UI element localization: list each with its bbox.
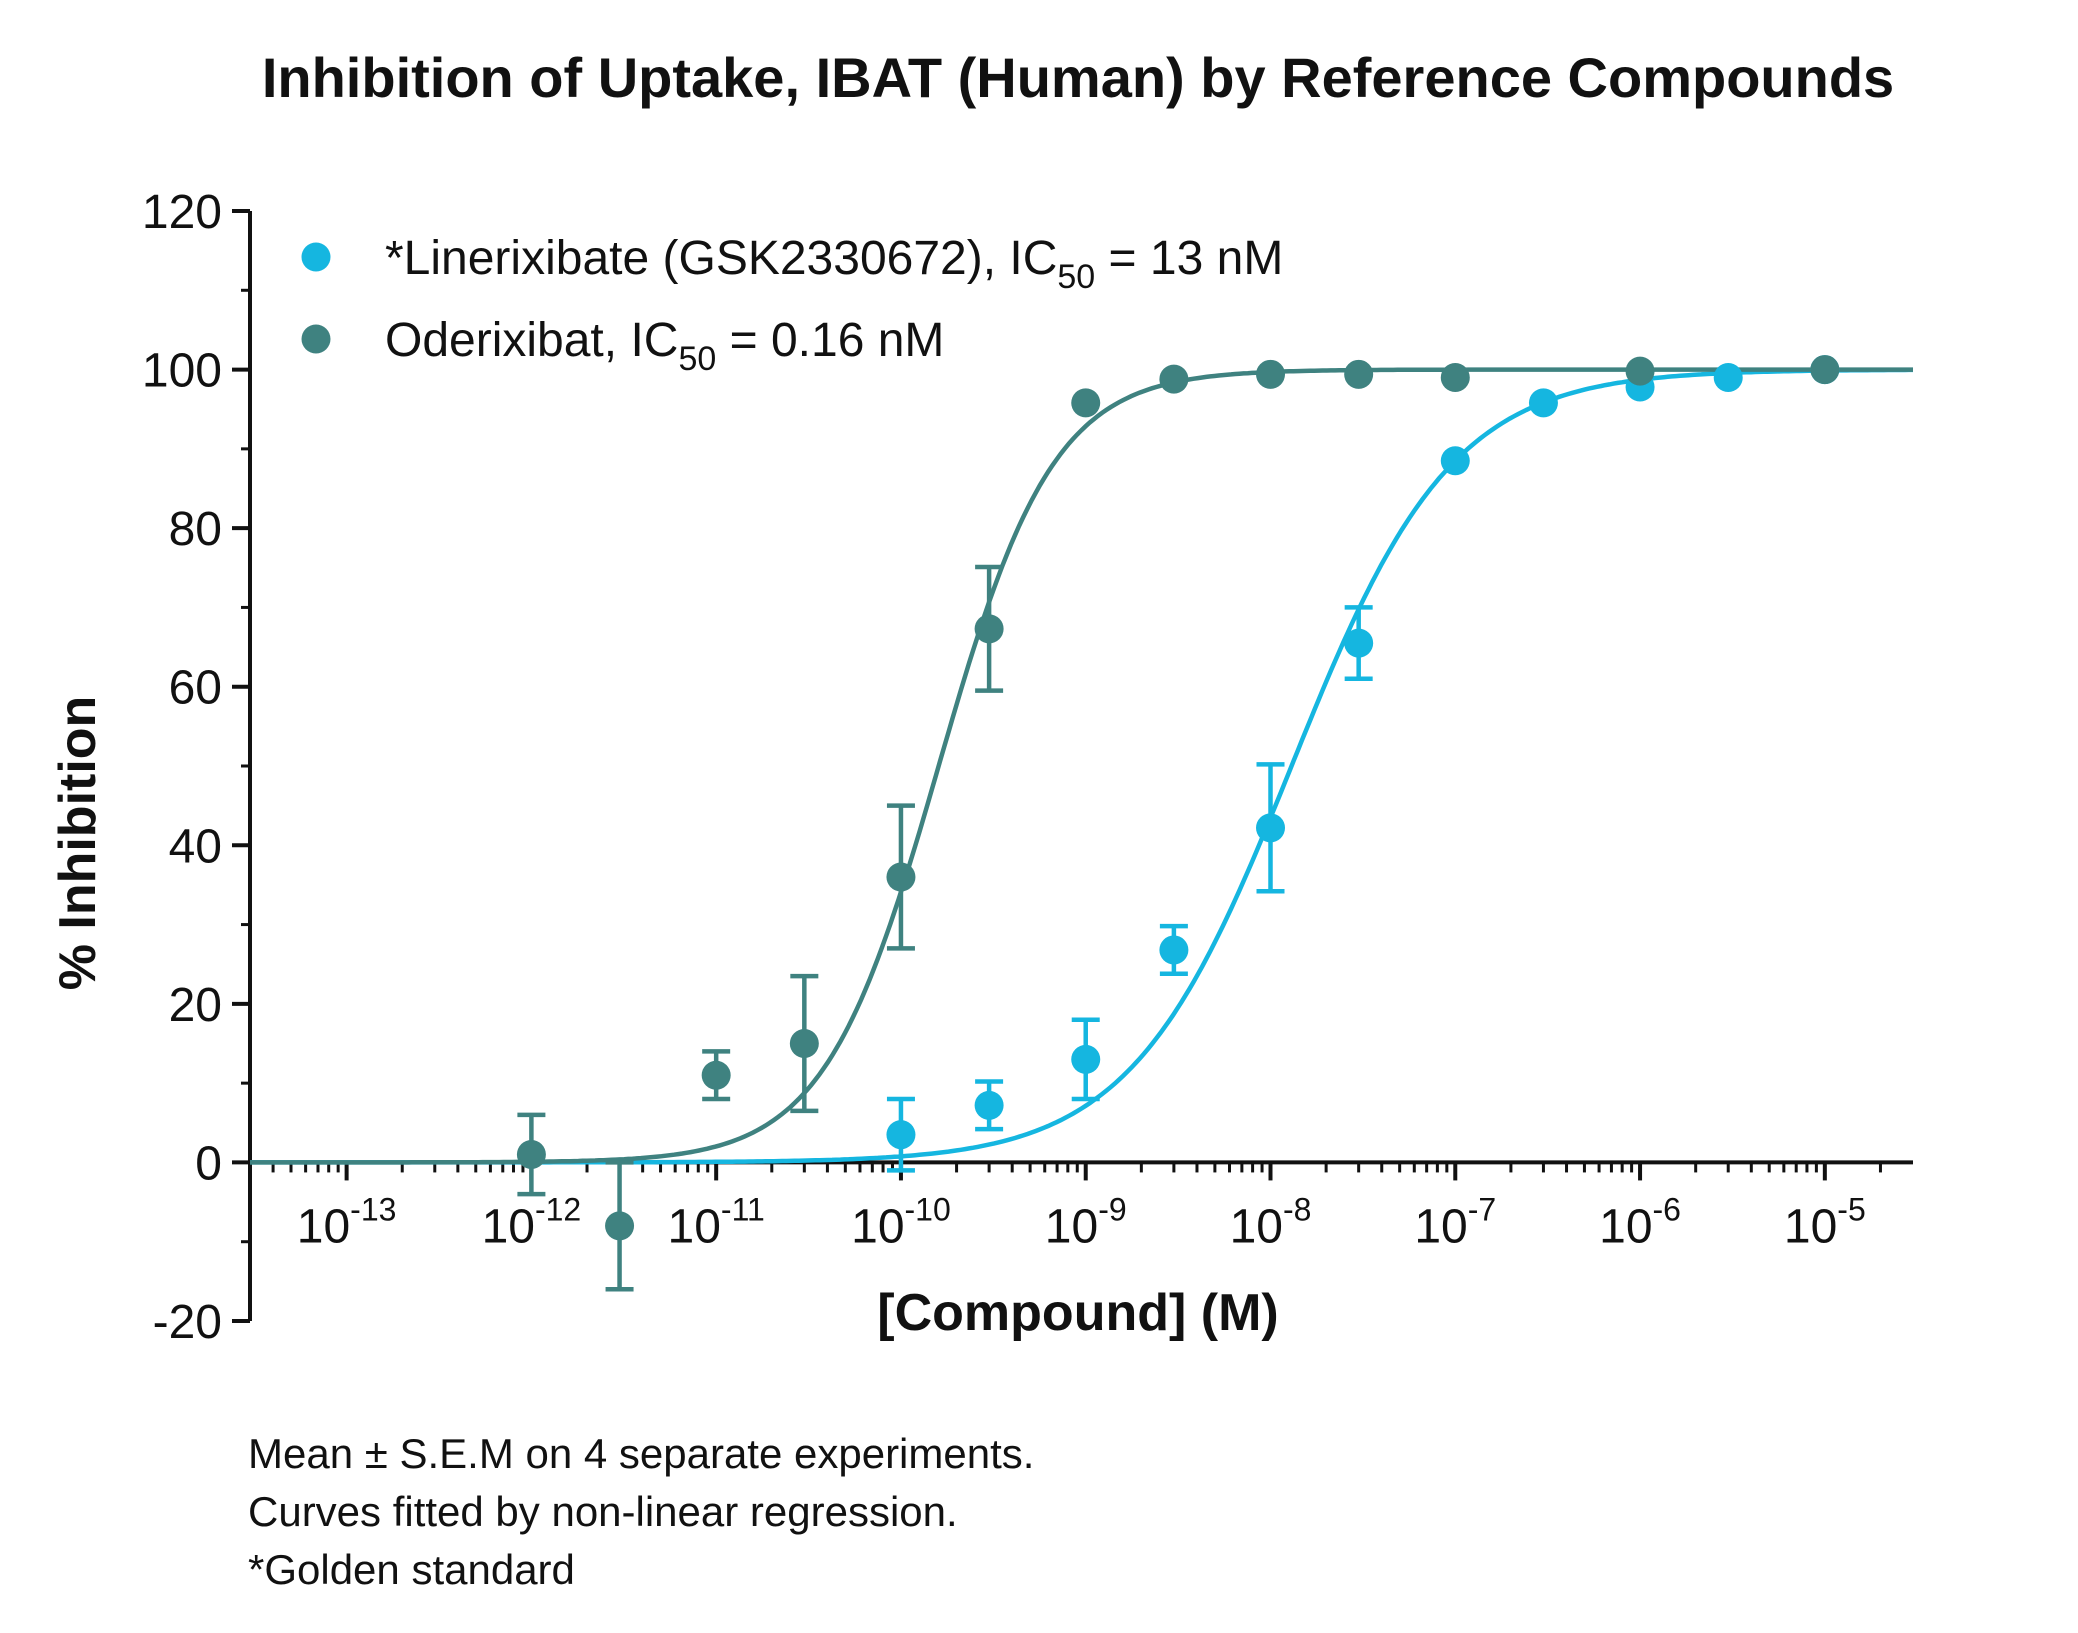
legend-label: *Linerixibate (GSK2330672), IC50 = 13 nM [385,232,1283,296]
y-tick-label: 60 [169,662,222,715]
data-point [516,1140,546,1169]
data-point [1625,356,1655,386]
y-tick-label: 40 [169,820,222,873]
data-point [1256,359,1286,389]
x-tick-label: 10-5 [1784,1191,1866,1253]
y-tick-label: 0 [195,1137,222,1190]
data-point [1440,446,1470,476]
x-tick-label: 10-12 [482,1191,582,1253]
x-tick-label: 10-10 [851,1191,951,1253]
data-point [886,862,916,892]
data-point [789,1029,819,1058]
y-tick-label: -20 [153,1296,222,1349]
data-point [1159,364,1189,394]
x-tick-label: 10-11 [668,1191,765,1253]
data-point [1810,355,1840,385]
chart-title: Inhibition of Uptake, IBAT (Human) by Re… [262,46,1894,109]
legend-marker [301,324,331,354]
x-tick-label: 10-6 [1599,1191,1681,1253]
data-point [974,1090,1004,1120]
x-tick-label: 10-13 [297,1191,397,1253]
x-tick-label: 10-7 [1414,1191,1496,1253]
fit-curve-series-1 [250,367,1913,1165]
footnote-standard: *Golden standard [248,1546,575,1593]
data-point [1344,628,1374,658]
data-point [701,1060,731,1090]
data-point [1713,363,1743,392]
data-point [1071,388,1101,418]
y-tick-label: 80 [169,503,222,556]
footnote-fitting: Curves fitted by non-linear regression. [248,1488,958,1535]
data-point [1256,813,1286,843]
x-tick-label: 10-9 [1045,1191,1127,1253]
data-point [886,1120,916,1150]
data-point [1071,1044,1101,1074]
fit-curves [250,367,1913,1165]
data-point [974,614,1004,644]
data-point [1440,363,1470,392]
fit-curve-series-0 [250,367,1913,1165]
data-point [1528,388,1558,418]
y-tick-label: 120 [142,186,222,239]
data-point [1159,935,1189,965]
legend-label: Oderixibat, IC50 = 0.16 nM [385,314,944,378]
y-tick-label: 20 [169,979,222,1032]
data-point [1344,359,1374,389]
legend-marker [301,242,331,272]
axes-layer: -20 0 20 40 60 80 100 120 10-13 10-12 10-11 10-10 10… [142,186,1913,1349]
y-axis-title: % Inhibition [49,696,107,991]
footnote-stats: Mean ± S.E.M on 4 separate experiments. [248,1430,1035,1477]
footnotes: Mean ± S.E.M on 4 separate experiments. … [248,1425,1648,1599]
data-points [516,355,1840,1292]
data-point [605,1211,635,1241]
x-tick-label: 10-8 [1230,1191,1312,1253]
y-tick-label: 100 [142,345,222,398]
x-axis-title: [Compound] (M) [877,1284,1278,1342]
legend: *Linerixibate (GSK2330672), IC50 = 13 nM… [301,232,1283,378]
